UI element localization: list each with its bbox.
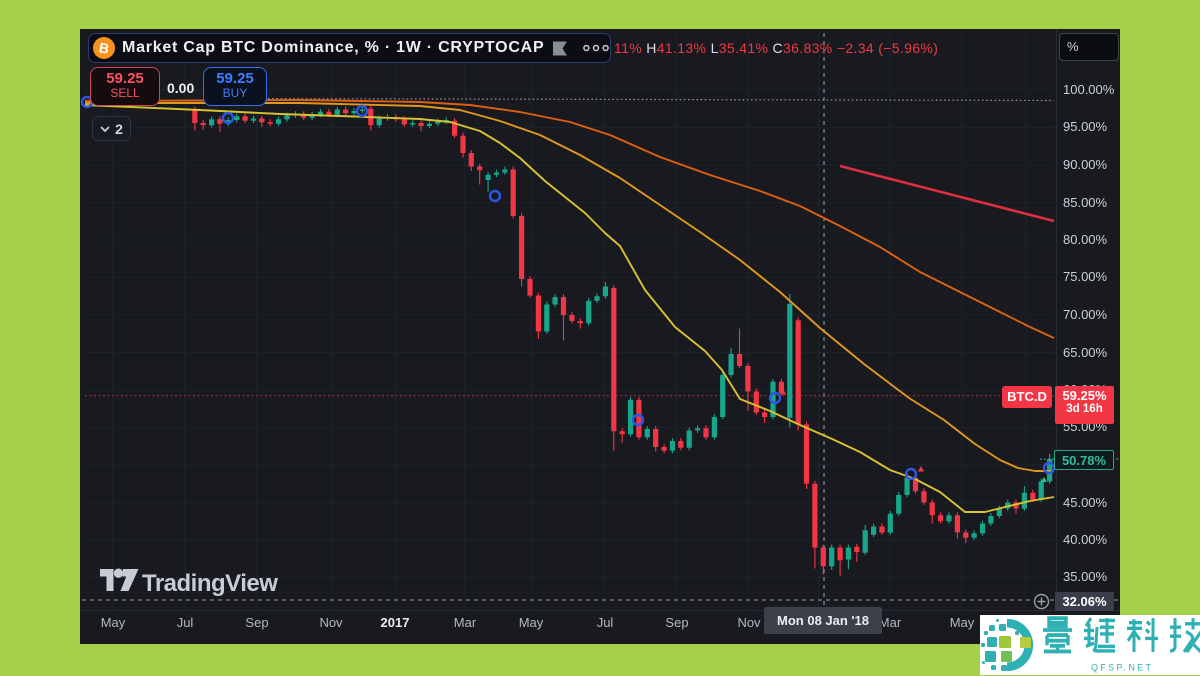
svg-text:QFSP.NET: QFSP.NET [1091, 663, 1153, 673]
svg-text:TradingView: TradingView [142, 570, 278, 597]
